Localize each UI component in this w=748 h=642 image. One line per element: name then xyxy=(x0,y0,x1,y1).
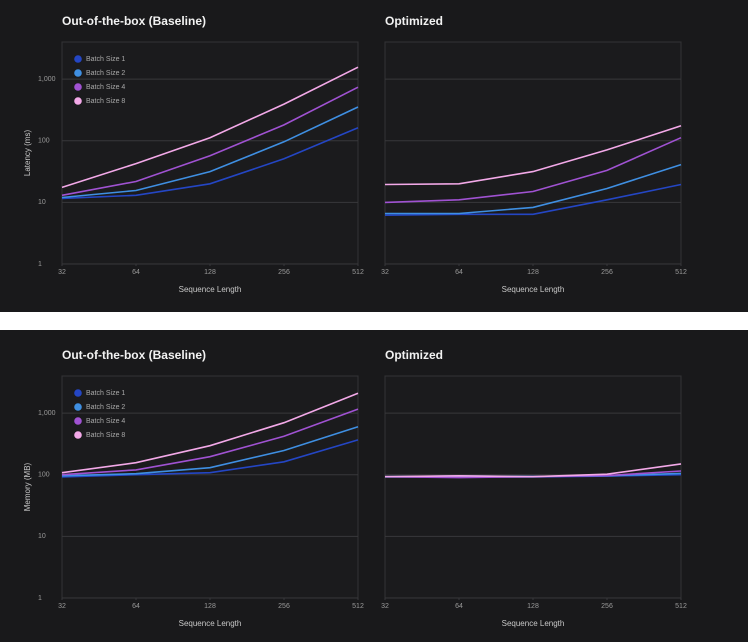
legend-label: Batch Size 2 xyxy=(86,70,125,77)
legend-label: Batch Size 8 xyxy=(86,98,125,105)
legend-marker xyxy=(74,69,82,77)
x-tick-label: 128 xyxy=(527,269,539,276)
x-tick-label: 256 xyxy=(278,603,290,610)
x-tick-label: 32 xyxy=(381,603,389,610)
y-tick-label: 1,000 xyxy=(38,76,56,83)
series-line xyxy=(385,163,682,215)
x-tick-label: 64 xyxy=(455,269,463,276)
series-line xyxy=(384,183,682,216)
chart-title: Optimized xyxy=(385,14,443,28)
series-line xyxy=(61,106,359,199)
series-line xyxy=(61,426,359,477)
series-line xyxy=(384,136,682,204)
legend-label: Batch Size 8 xyxy=(86,432,125,439)
y-tick-label: 100 xyxy=(38,472,50,479)
legend-label: Batch Size 2 xyxy=(86,404,125,411)
x-tick-label: 256 xyxy=(278,269,290,276)
x-axis-label: Sequence Length xyxy=(502,619,565,628)
x-tick-label: 512 xyxy=(352,269,364,276)
x-tick-label: 64 xyxy=(132,603,140,610)
legend-label: Batch Size 1 xyxy=(86,390,125,397)
x-tick-label: 512 xyxy=(675,603,687,610)
y-tick-label: 10 xyxy=(38,533,46,540)
x-tick-label: 512 xyxy=(352,603,364,610)
series-line xyxy=(61,86,359,197)
series-line xyxy=(384,125,682,186)
legend-marker xyxy=(74,389,82,397)
y-axis-label: Memory (MB) xyxy=(23,462,32,511)
x-axis-label: Sequence Length xyxy=(502,285,565,294)
x-tick-label: 32 xyxy=(58,603,66,610)
series-line xyxy=(61,127,359,200)
x-tick-label: 32 xyxy=(58,269,66,276)
x-tick-label: 256 xyxy=(601,269,613,276)
x-tick-label: 512 xyxy=(675,269,687,276)
legend-label: Batch Size 1 xyxy=(86,56,125,63)
y-tick-label: 1,000 xyxy=(38,410,56,417)
legend-marker xyxy=(74,83,82,91)
x-tick-label: 64 xyxy=(455,603,463,610)
series-line xyxy=(384,463,682,478)
x-axis-label: Sequence Length xyxy=(179,619,242,628)
chart-title: Optimized xyxy=(385,348,443,362)
legend-marker xyxy=(74,417,82,425)
x-tick-label: 64 xyxy=(132,269,140,276)
y-tick-label: 1 xyxy=(38,261,42,268)
series-line xyxy=(61,408,359,476)
legend-marker xyxy=(74,403,82,411)
y-tick-label: 1 xyxy=(38,595,42,602)
y-tick-label: 100 xyxy=(38,138,50,145)
x-tick-label: 32 xyxy=(381,269,389,276)
legend-marker xyxy=(74,97,82,105)
y-axis-label: Latency (ms) xyxy=(23,130,32,177)
series-line xyxy=(61,392,359,474)
chart-title: Out-of-the-box (Baseline) xyxy=(62,14,206,28)
legend-label: Batch Size 4 xyxy=(86,84,125,91)
legend-marker xyxy=(74,431,82,439)
series-line xyxy=(61,66,359,189)
chart-title: Out-of-the-box (Baseline) xyxy=(62,348,206,362)
plot-area xyxy=(384,375,682,599)
x-axis-label: Sequence Length xyxy=(179,285,242,294)
legend-label: Batch Size 4 xyxy=(86,418,125,425)
x-tick-label: 128 xyxy=(204,603,216,610)
x-tick-label: 256 xyxy=(601,603,613,610)
x-tick-label: 128 xyxy=(527,603,539,610)
x-tick-label: 128 xyxy=(204,269,216,276)
series-line xyxy=(61,439,359,478)
y-tick-label: 10 xyxy=(38,199,46,206)
legend-marker xyxy=(74,55,82,63)
plot-area xyxy=(384,41,682,265)
